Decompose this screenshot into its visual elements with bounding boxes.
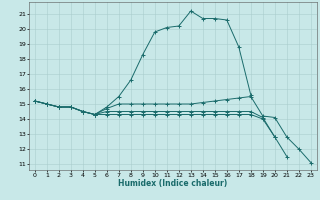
X-axis label: Humidex (Indice chaleur): Humidex (Indice chaleur)	[118, 179, 228, 188]
